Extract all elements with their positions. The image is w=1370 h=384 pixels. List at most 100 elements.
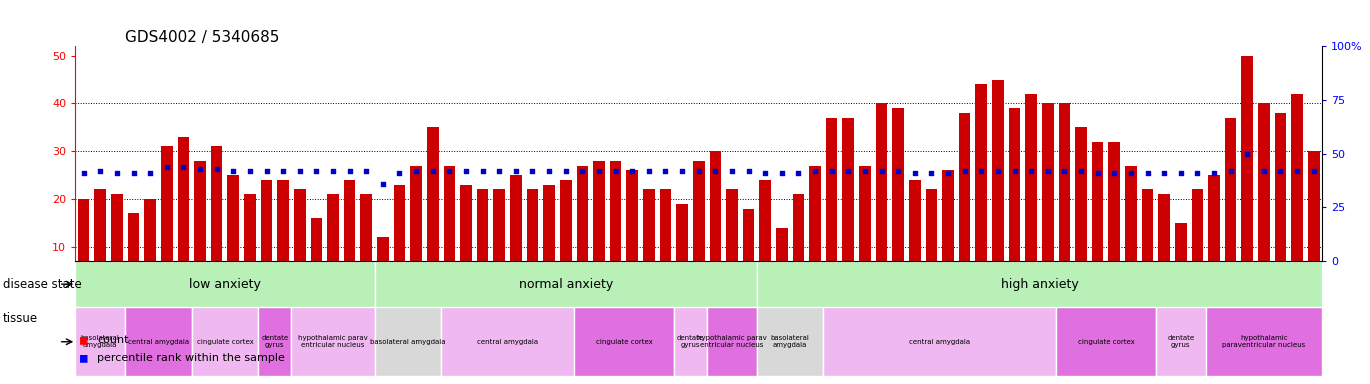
Bar xyxy=(374,307,441,376)
Bar xyxy=(78,199,89,295)
Bar xyxy=(707,307,756,376)
Point xyxy=(1070,168,1092,174)
Bar xyxy=(244,194,256,295)
Text: high anxiety: high anxiety xyxy=(1000,278,1078,291)
Point xyxy=(571,168,593,174)
Text: low anxiety: low anxiety xyxy=(189,278,260,291)
Point xyxy=(538,168,560,174)
Point xyxy=(604,168,626,174)
Bar xyxy=(677,204,688,295)
Bar xyxy=(574,307,674,376)
Bar xyxy=(427,127,438,295)
Point xyxy=(1186,170,1208,176)
Bar xyxy=(192,307,258,376)
Point xyxy=(455,168,477,174)
Bar xyxy=(160,146,173,295)
Point xyxy=(73,170,95,176)
Bar xyxy=(144,199,156,295)
Bar xyxy=(393,185,406,295)
Point xyxy=(306,168,327,174)
Bar xyxy=(1258,103,1270,295)
Point xyxy=(688,168,710,174)
Bar xyxy=(610,161,622,295)
Point xyxy=(1103,170,1125,176)
Point xyxy=(438,168,460,174)
Point xyxy=(222,168,244,174)
Bar xyxy=(510,175,522,295)
Text: basolateral amygdala: basolateral amygdala xyxy=(370,339,445,345)
Bar xyxy=(875,103,888,295)
Point xyxy=(555,168,577,174)
Text: normal anxiety: normal anxiety xyxy=(519,278,612,291)
Bar xyxy=(659,189,671,295)
Bar xyxy=(127,214,140,295)
Bar xyxy=(1043,103,1054,295)
Bar xyxy=(1208,175,1219,295)
Bar xyxy=(477,189,489,295)
Point xyxy=(721,168,743,174)
Point xyxy=(289,168,311,174)
Point xyxy=(588,168,610,174)
Bar xyxy=(260,180,273,295)
Point xyxy=(355,168,377,174)
Point xyxy=(655,168,677,174)
Point xyxy=(737,168,759,174)
Point xyxy=(238,168,260,174)
Bar xyxy=(892,108,904,295)
Bar xyxy=(544,185,555,295)
Bar xyxy=(444,166,455,295)
Bar xyxy=(311,218,322,295)
Bar xyxy=(258,307,292,376)
Text: central amygdala: central amygdala xyxy=(477,339,538,345)
Bar xyxy=(560,180,571,295)
Point xyxy=(937,170,959,176)
Point xyxy=(788,170,810,176)
Point xyxy=(471,168,493,174)
Point xyxy=(970,168,992,174)
Bar xyxy=(195,161,206,295)
Bar xyxy=(710,151,721,295)
Bar xyxy=(111,194,123,295)
Text: percentile rank within the sample: percentile rank within the sample xyxy=(97,353,285,363)
Point xyxy=(1236,151,1258,157)
Bar xyxy=(1059,103,1070,295)
Text: central amygdala: central amygdala xyxy=(910,339,970,345)
Point xyxy=(821,168,843,174)
Point xyxy=(406,168,427,174)
Bar xyxy=(1308,151,1319,295)
Point xyxy=(621,168,643,174)
Point xyxy=(638,168,660,174)
Text: count: count xyxy=(97,335,129,345)
Bar xyxy=(908,180,921,295)
Point xyxy=(1254,168,1275,174)
Point xyxy=(371,180,393,187)
Point xyxy=(954,168,975,174)
Bar xyxy=(793,194,804,295)
Point xyxy=(671,168,693,174)
Text: GDS4002 / 5340685: GDS4002 / 5340685 xyxy=(125,30,279,45)
Bar xyxy=(277,180,289,295)
Point xyxy=(506,168,527,174)
Bar xyxy=(1092,142,1103,295)
Bar xyxy=(1025,94,1037,295)
Point xyxy=(488,168,510,174)
Point xyxy=(322,168,344,174)
Text: ■: ■ xyxy=(79,351,86,364)
Bar xyxy=(643,189,655,295)
Point xyxy=(1219,168,1241,174)
Point xyxy=(389,170,411,176)
Text: cingulate cortex: cingulate cortex xyxy=(596,339,652,345)
Point xyxy=(1303,168,1325,174)
Bar xyxy=(1274,113,1286,295)
Point xyxy=(1086,170,1108,176)
Point xyxy=(173,164,195,170)
Bar xyxy=(756,261,1322,307)
Bar xyxy=(526,189,538,295)
Bar xyxy=(344,180,355,295)
Point xyxy=(122,170,144,176)
Bar xyxy=(178,137,189,295)
Point xyxy=(1037,168,1059,174)
Point xyxy=(870,168,892,174)
Bar xyxy=(1056,307,1156,376)
Text: central amygdala: central amygdala xyxy=(127,339,189,345)
